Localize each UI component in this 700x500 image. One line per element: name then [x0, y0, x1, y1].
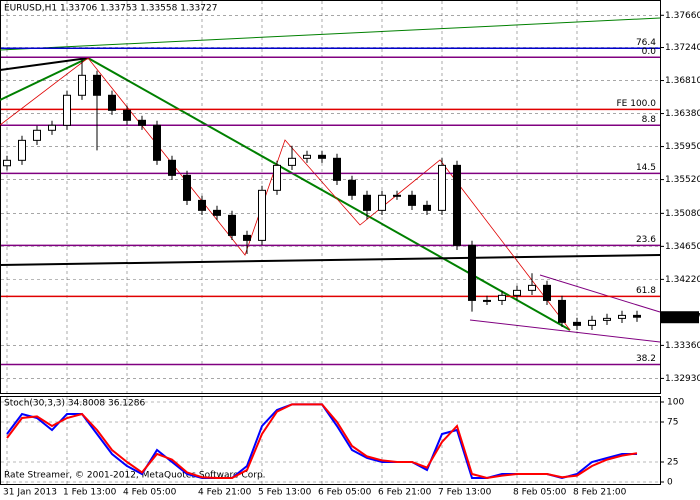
y-tick-label: 1.35950 [665, 142, 700, 152]
candle-body [228, 214, 236, 236]
candle-body [3, 159, 11, 167]
y-tick-label: 25 [667, 458, 678, 468]
level-label: 14.5 [636, 163, 656, 173]
level-label: FE 100.0 [617, 99, 657, 109]
candle-body [333, 157, 341, 181]
trend-line [0, 57, 89, 101]
candle-body [378, 194, 386, 211]
y-tick-label: 0 [667, 478, 673, 488]
level-label: 8.8 [642, 115, 657, 125]
candle-body [318, 154, 326, 159]
candle-body [468, 244, 476, 301]
candle-body [153, 124, 161, 161]
candle-body [603, 317, 611, 321]
channel-line [539, 274, 661, 313]
candle-body [18, 139, 26, 161]
level-label: 0.0 [642, 47, 657, 57]
x-tick-label: 4 Feb 21:00 [198, 488, 252, 498]
trend-line [0, 254, 661, 266]
candle-body [498, 294, 506, 301]
x-tick-label: 5 Feb 13:00 [258, 488, 312, 498]
x-tick-label: 7 Feb 13:00 [438, 488, 492, 498]
x-tick-label: 1 Feb 13:00 [63, 488, 117, 498]
y-tick-label: 1.35520 [665, 175, 700, 185]
candle-body [618, 314, 626, 319]
candle-body [438, 164, 446, 211]
stoch-line [6, 403, 638, 480]
candle-body [453, 164, 461, 246]
candle-body [588, 319, 596, 326]
candle-body [573, 321, 581, 326]
candle-body [93, 74, 101, 96]
level-label: 76.4 [636, 38, 656, 48]
y-tick-label: 1.32930 [665, 374, 700, 384]
x-tick-label: 6 Feb 05:00 [318, 488, 372, 498]
trend-line [0, 57, 89, 71]
candle-body [78, 74, 86, 96]
level-label: 61.8 [636, 286, 656, 296]
candle-body [273, 164, 281, 191]
candle-body [348, 179, 356, 196]
trend-line [0, 17, 661, 51]
y-tick-label: 1.35080 [665, 209, 700, 219]
main-window [0, 0, 661, 394]
candle-body [138, 119, 146, 126]
candle-body [558, 299, 566, 323]
x-tick-label: 8 Feb 05:00 [513, 488, 567, 498]
candle-body [483, 299, 491, 302]
chart-title: EURUSD,H1 1.33706 1.33753 1.33558 1.3372… [4, 4, 217, 14]
candle-body [243, 234, 251, 241]
candle-body [33, 129, 41, 141]
x-tick-label: 4 Feb 05:00 [123, 488, 177, 498]
y-tick-label: 100 [667, 398, 684, 408]
candle-body [363, 194, 371, 211]
x-tick-label: 6 Feb 21:00 [378, 488, 432, 498]
candle-body [123, 109, 131, 121]
candle-body [288, 157, 296, 166]
level-label: 38.2 [636, 354, 656, 364]
candle-body [408, 194, 416, 206]
indicator-window [0, 396, 661, 485]
y-tick-label: 1.34220 [665, 275, 700, 285]
candle-body [48, 124, 56, 131]
candle-body [213, 209, 221, 216]
candle-body [633, 314, 641, 318]
x-tick-label: 31 Jan 2013 [3, 488, 57, 498]
candle-body [108, 94, 116, 111]
candle-body [198, 199, 206, 211]
candle-body [183, 174, 191, 201]
y-tick-label: 1.37240 [665, 43, 700, 53]
candle-body [168, 159, 176, 176]
y-tick-label: 1.37660 [665, 11, 700, 21]
y-tick-label: 1.36380 [665, 109, 700, 119]
candle-body [543, 284, 551, 301]
footer: Rate Streamer, © 2001-2012, MetaQuotes S… [4, 471, 266, 481]
y-tick-label: 1.34650 [665, 242, 700, 252]
candle-body [63, 94, 71, 126]
candle-body [303, 154, 311, 159]
channel-line [469, 319, 661, 343]
candle-body [423, 204, 431, 211]
current-price: 1.33727 [664, 313, 700, 323]
y-tick-label: 1.33360 [665, 341, 700, 351]
price-marker [661, 311, 699, 324]
y-tick-label: 1.36810 [665, 76, 700, 86]
candle-body [393, 194, 401, 197]
candle-body [258, 189, 266, 241]
indicator-title: Stoch(30,3,3) 34.8008 36.1286 [4, 399, 145, 409]
candle-body [513, 289, 521, 296]
candle-body [528, 284, 536, 291]
level-label: 23.6 [636, 235, 656, 245]
trend-line [87, 57, 571, 331]
x-tick-label: 8 Feb 21:00 [573, 488, 627, 498]
y-tick-label: 75 [667, 418, 678, 428]
